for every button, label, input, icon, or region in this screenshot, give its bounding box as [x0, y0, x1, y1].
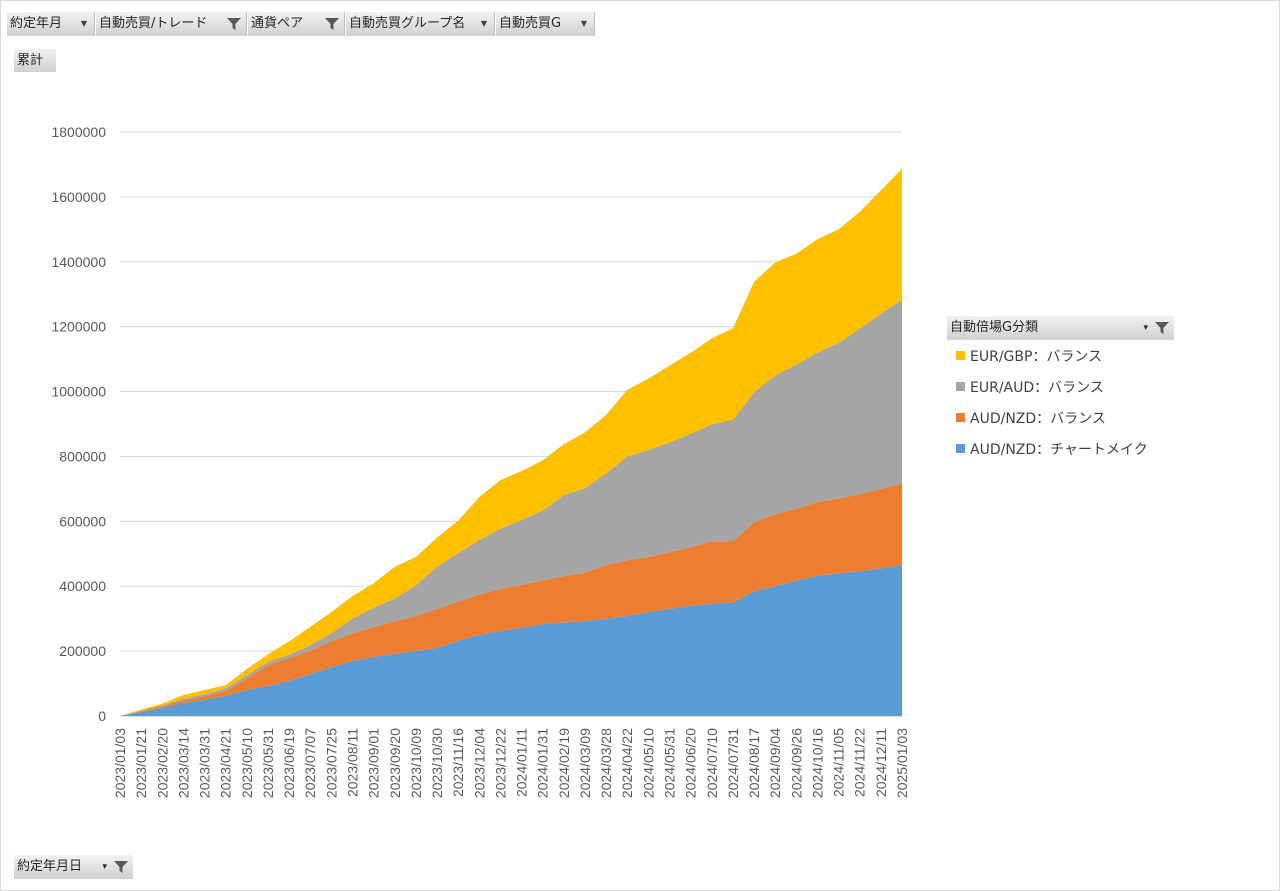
- x-tick-label: 2023/08/11: [344, 728, 360, 797]
- x-tick-label: 2024/01/11: [514, 728, 530, 797]
- x-tick-label: 2024/05/31: [662, 728, 678, 798]
- filter-funnel-icon[interactable]: [113, 859, 129, 875]
- y-tick-label: 1400000: [51, 254, 106, 270]
- filter-button-group-name[interactable]: 自動売買グループ名 ▼: [346, 12, 495, 36]
- x-tick-label: 2023/09/20: [387, 728, 403, 798]
- filter-button-currency-pair[interactable]: 通貨ペア: [248, 12, 345, 36]
- x-tick-label: 2024/07/31: [725, 728, 741, 798]
- legend-title: 自動倍場G分類: [950, 320, 1039, 335]
- y-tick-label: 0: [98, 708, 106, 724]
- y-tick-label: 1000000: [51, 384, 106, 400]
- series-area[interactable]: [120, 565, 902, 716]
- x-axis: 2023/01/03 2023/01/21 2023/02/20 2023/03/14…: [112, 728, 910, 798]
- dropdown-arrow-icon[interactable]: ▼: [80, 19, 87, 28]
- y-tick-label: 1800000: [51, 124, 106, 140]
- x-tick-label: 2023/06/19: [281, 728, 297, 798]
- filter-label: 通貨ペア: [251, 16, 304, 31]
- x-tick-label: 2024/08/17: [746, 728, 762, 798]
- x-tick-label: 2024/01/31: [535, 728, 551, 798]
- y-axis: 0 200000 400000 600000 800000 1000000 1200000 1…: [51, 124, 106, 724]
- x-tick-label: 2023/05/31: [260, 728, 276, 798]
- x-tick-label: 2024/12/11: [873, 728, 889, 797]
- filter-label: 自動売買/トレード: [99, 16, 208, 31]
- legend-swatch: [956, 382, 965, 391]
- x-tick-label: 2024/09/04: [767, 728, 783, 798]
- value-field-button[interactable]: 累計: [14, 49, 56, 72]
- x-tick-label: 2024/07/10: [704, 728, 720, 798]
- legend-label: EUR/AUD：バランス: [970, 380, 1104, 396]
- legend-swatch: [956, 351, 965, 360]
- x-tick-label: 2023/03/31: [197, 728, 213, 798]
- dropdown-arrow-icon: ▾: [102, 862, 107, 872]
- legend-label: AUD/NZD：バランス: [970, 411, 1106, 427]
- filter-button-auto-g[interactable]: 自動売買G ▼: [496, 12, 595, 36]
- x-tick-label: 2024/05/10: [640, 728, 656, 798]
- legend-swatch: [956, 413, 965, 422]
- x-tick-label: 2025/01/03: [894, 728, 910, 798]
- dropdown-arrow-icon[interactable]: ▼: [480, 19, 487, 28]
- x-tick-label: 2023/10/09: [408, 728, 424, 798]
- x-tick-label: 2023/12/22: [492, 728, 508, 798]
- x-tick-label: 2024/02/19: [556, 728, 572, 798]
- legend-item-audnzd-chartmake[interactable]: AUD/NZD：チャートメイク: [956, 439, 1148, 459]
- legend-item-euraud[interactable]: EUR/AUD：バランス: [956, 377, 1104, 397]
- filter-funnel-icon[interactable]: [324, 16, 340, 32]
- x-tick-label: 2023/03/14: [175, 728, 191, 798]
- y-tick-label: 1600000: [51, 189, 106, 205]
- legend-label: EUR/GBP：バランス: [970, 349, 1103, 365]
- x-tick-label: 2024/03/09: [577, 728, 593, 798]
- x-tick-label: 2023/01/21: [133, 728, 149, 798]
- x-tick-label: 2023/10/30: [429, 728, 445, 798]
- series-area[interactable]: [120, 299, 902, 716]
- x-tick-label: 2024/04/22: [619, 728, 635, 798]
- filter-label: 自動売買G: [499, 16, 562, 31]
- x-tick-label: 2023/09/01: [366, 728, 382, 798]
- x-tick-label: 2023/01/03: [112, 728, 128, 798]
- axis-field-button[interactable]: 約定年月日 ▾: [14, 855, 133, 879]
- x-tick-label: 2023/07/25: [323, 728, 339, 798]
- legend-item-audnzd-balance[interactable]: AUD/NZD：バランス: [956, 408, 1106, 428]
- x-tick-label: 2023/04/21: [218, 728, 234, 798]
- y-tick-label: 1200000: [51, 319, 106, 335]
- dropdown-arrow-icon[interactable]: ▼: [580, 19, 587, 28]
- y-tick-label: 800000: [59, 448, 106, 464]
- x-tick-label: 2023/07/07: [302, 728, 318, 798]
- filter-button-auto-trade[interactable]: 自動売買/トレード: [96, 12, 247, 36]
- x-tick-label: 2024/09/26: [788, 728, 804, 798]
- series-area[interactable]: [120, 483, 902, 716]
- filter-funnel-icon[interactable]: [226, 16, 242, 32]
- x-tick-label: 2023/12/04: [471, 728, 487, 798]
- legend-swatch: [956, 444, 965, 453]
- x-tick-label: 2024/06/20: [683, 728, 699, 798]
- x-tick-label: 2023/11/16: [450, 728, 466, 797]
- y-tick-label: 400000: [59, 578, 106, 594]
- x-tick-label: 2024/11/05: [831, 728, 847, 797]
- y-tick-label: 200000: [59, 643, 106, 659]
- dropdown-arrow-icon: ▾: [1143, 323, 1148, 333]
- series-areas: [120, 168, 902, 716]
- filter-label: 約定年月: [10, 16, 63, 31]
- x-tick-label: 2024/03/28: [598, 728, 614, 798]
- filter-label: 自動売買グループ名: [349, 16, 466, 31]
- x-tick-label: 2023/05/10: [239, 728, 255, 798]
- x-tick-label: 2023/02/20: [154, 728, 170, 798]
- legend-label: AUD/NZD：チャートメイク: [970, 442, 1148, 458]
- x-tick-label: 2024/10/16: [809, 728, 825, 798]
- legend-field-button[interactable]: 自動倍場G分類 ▾: [947, 316, 1174, 340]
- axis-field-label: 約定年月日: [17, 859, 83, 874]
- y-tick-label: 600000: [59, 513, 106, 529]
- legend-item-eurgbp[interactable]: EUR/GBP：バランス: [956, 346, 1102, 366]
- filter-funnel-icon[interactable]: [1154, 320, 1170, 336]
- x-tick-label: 2024/11/22: [852, 728, 868, 797]
- filter-button-yearmonth[interactable]: 約定年月 ▼: [7, 12, 95, 36]
